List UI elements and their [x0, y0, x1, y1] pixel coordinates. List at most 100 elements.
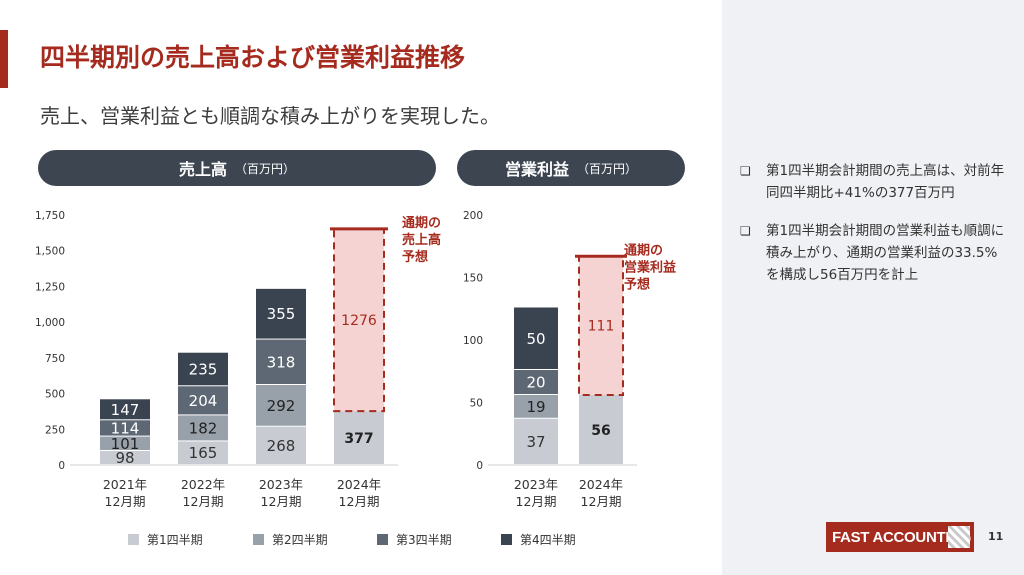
- forecast-annotation: 通期の営業利益予想: [624, 242, 676, 292]
- forecast-bar: [578, 255, 624, 396]
- summary-bullets: ❏ 第1四半期会計期間の売上高は、対前年同四半期比+41%の377百万円 ❏ 第…: [740, 160, 1010, 302]
- logo-mark-icon: [948, 526, 970, 548]
- bar-value-label: 98: [115, 449, 134, 467]
- bar-segment: [256, 385, 306, 426]
- legend-swatch-q3: [377, 534, 388, 545]
- bullet-text: 第1四半期会計期間の売上高は、対前年同四半期比+41%の377百万円: [766, 163, 1005, 201]
- forecast-value-label: 111: [588, 319, 615, 335]
- bar-value-label: 147: [111, 401, 140, 419]
- bar-value-label: 114: [111, 419, 140, 437]
- bar-value-label: 165: [189, 444, 218, 462]
- x-category-label-line: 12月期: [339, 494, 380, 509]
- bullet-text: 第1四半期会計期間の営業利益も順調に積み上がり、通期の営業利益の33.5%を構成…: [766, 223, 1005, 283]
- slide-subtitle: 売上、営業利益とも順調な積み上がりを実現した。: [40, 104, 500, 128]
- logo-text: FAST ACCOUNTING: [832, 528, 972, 546]
- bar-segment: [178, 415, 228, 441]
- x-category-label-line: 2023年: [514, 477, 558, 492]
- x-category-label-line: 2024年: [579, 477, 623, 492]
- bar-segment: [334, 411, 384, 464]
- checkbox-bullet-icon: ❏: [740, 224, 751, 238]
- y-tick-label: 500: [45, 389, 65, 401]
- forecast-annotation-line: 予想: [402, 249, 428, 265]
- bar-segment: [178, 441, 228, 464]
- forecast-annotation-line: 通期の: [402, 215, 441, 231]
- bullet-item: ❏ 第1四半期会計期間の売上高は、対前年同四半期比+41%の377百万円: [740, 160, 1010, 204]
- bar-value-label: 355: [267, 305, 296, 323]
- bar-value-label: 50: [526, 330, 545, 348]
- x-category-label: 2021年 12月期: [103, 477, 147, 509]
- y-tick-label: 100: [463, 335, 483, 347]
- bar-value-label: 318: [267, 353, 296, 371]
- x-category-label: 2022年 12月期: [181, 477, 225, 509]
- bullet-item: ❏ 第1四半期会計期間の営業利益も順調に積み上がり、通期の営業利益の33.5%を…: [740, 220, 1010, 286]
- legend-swatch-q1: [128, 534, 139, 545]
- x-category-label-line: 12月期: [261, 494, 302, 509]
- bar-value-label: 101: [111, 435, 140, 453]
- bar-segment: [178, 352, 228, 386]
- legend-label-q2: 第2四半期: [272, 533, 328, 547]
- y-tick-label: 200: [463, 210, 483, 222]
- bar-value-label: 268: [267, 437, 296, 455]
- charts-canvas: 02505007501,0001,2501,5001,7509810111414…: [35, 210, 676, 509]
- legend-item-q1: 第1四半期: [128, 531, 203, 548]
- legend-item-q2: 第2四半期: [253, 531, 328, 548]
- bar-segment: [100, 420, 150, 436]
- bar-segment: [514, 418, 558, 464]
- y-tick-label: 1,750: [35, 210, 65, 222]
- bar-segment: [100, 451, 150, 464]
- forecast-annotation: 通期の売上高予想: [402, 215, 441, 265]
- y-tick-label: 50: [470, 398, 483, 410]
- x-category-label: 2024年 12月期: [579, 477, 623, 509]
- forecast-annotation-line: 売上高: [402, 232, 441, 248]
- legend-label-q4: 第4四半期: [520, 533, 576, 547]
- page-number: 11: [988, 530, 1004, 543]
- y-tick-label: 250: [45, 424, 65, 436]
- bar-segment: [100, 436, 150, 450]
- forecast-annotation-line: 営業利益: [624, 259, 676, 275]
- forecast-annotation-line: 通期の: [624, 242, 663, 258]
- title-accent-bar: [0, 30, 8, 88]
- bar-value-label: 292: [267, 397, 296, 415]
- x-category-label: 2023年 12月期: [514, 477, 558, 509]
- sales-chart-header: 売上高 （百万円）: [38, 150, 436, 186]
- x-category-label-line: 12月期: [105, 494, 146, 509]
- checkbox-bullet-icon: ❏: [740, 164, 751, 178]
- y-tick-label: 750: [45, 353, 65, 365]
- legend-label-q1: 第1四半期: [147, 533, 203, 547]
- right-panel: [722, 0, 1024, 575]
- bar-segment: [100, 399, 150, 420]
- y-tick-label: 0: [476, 460, 483, 472]
- x-category-label: 2024年 12月期: [337, 477, 381, 509]
- legend-item-q3: 第3四半期: [377, 531, 452, 548]
- x-category-label: 2023年 12月期: [259, 477, 303, 509]
- bar-segment: [178, 386, 228, 415]
- bar-segment: [514, 370, 558, 394]
- y-tick-label: 1,000: [35, 317, 65, 329]
- bar-value-label: 182: [189, 419, 218, 437]
- bar-value-label: 235: [189, 361, 218, 379]
- forecast-bar: [333, 227, 385, 413]
- sales-header-unit: （百万円）: [235, 161, 296, 176]
- profit-header-label: 営業利益: [504, 160, 569, 179]
- y-tick-label: 150: [463, 273, 483, 285]
- x-category-label-line: 2021年: [103, 477, 147, 492]
- bar-segment: [256, 339, 306, 384]
- bar-segment: [514, 307, 558, 369]
- legend-item-q4: 第4四半期: [501, 531, 576, 548]
- bar-segment: [514, 395, 558, 418]
- x-category-label-line: 12月期: [516, 494, 557, 509]
- x-category-label-line: 12月期: [183, 494, 224, 509]
- bar-value-label: 377: [344, 431, 373, 447]
- x-category-label-line: 2022年: [181, 477, 225, 492]
- forecast-value-label: 1276: [341, 313, 377, 329]
- bar-segment: [579, 395, 623, 464]
- legend-label-q3: 第3四半期: [396, 533, 452, 547]
- y-tick-label: 0: [58, 460, 65, 472]
- bar-value-label: 56: [591, 423, 610, 439]
- legend-swatch-q4: [501, 534, 512, 545]
- x-category-label-line: 2024年: [337, 477, 381, 492]
- bar-segment: [256, 426, 306, 464]
- bar-value-label: 19: [526, 398, 545, 416]
- slide-title: 四半期別の売上高および営業利益推移: [40, 43, 466, 72]
- x-category-label-line: 2023年: [259, 477, 303, 492]
